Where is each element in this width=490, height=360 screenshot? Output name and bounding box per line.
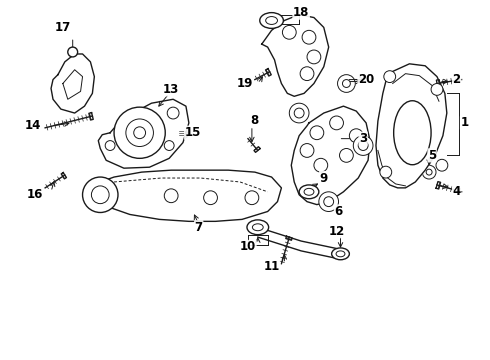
Text: 6: 6 [334, 205, 343, 218]
Circle shape [353, 136, 373, 156]
Circle shape [164, 141, 174, 150]
Text: 19: 19 [237, 77, 253, 90]
Circle shape [167, 107, 179, 119]
Text: 13: 13 [163, 83, 179, 96]
Circle shape [245, 191, 259, 204]
Text: 12: 12 [328, 225, 344, 238]
Text: 5: 5 [428, 149, 436, 162]
Circle shape [68, 47, 77, 57]
Text: 8: 8 [251, 114, 259, 127]
Text: 2: 2 [453, 73, 461, 86]
Text: 16: 16 [27, 188, 44, 201]
Circle shape [164, 189, 178, 203]
Text: 7: 7 [195, 221, 203, 234]
Circle shape [300, 67, 314, 81]
Text: 14: 14 [25, 120, 42, 132]
Circle shape [310, 126, 324, 140]
Polygon shape [51, 54, 95, 113]
Text: 20: 20 [358, 73, 374, 86]
Text: 4: 4 [453, 185, 461, 198]
Circle shape [82, 177, 118, 212]
Circle shape [431, 84, 443, 95]
Circle shape [314, 158, 328, 172]
Text: 15: 15 [185, 126, 201, 139]
Circle shape [204, 191, 218, 204]
Text: 18: 18 [293, 6, 309, 19]
Circle shape [300, 144, 314, 157]
Circle shape [282, 26, 296, 39]
Ellipse shape [332, 248, 349, 260]
Text: 3: 3 [359, 132, 367, 145]
Polygon shape [291, 106, 370, 204]
Circle shape [349, 129, 363, 143]
Ellipse shape [393, 101, 431, 165]
Ellipse shape [299, 185, 319, 199]
Ellipse shape [260, 13, 283, 28]
Text: 1: 1 [461, 116, 468, 129]
Text: 9: 9 [319, 171, 328, 185]
Text: 11: 11 [264, 260, 280, 273]
Circle shape [307, 50, 321, 64]
Circle shape [330, 116, 343, 130]
Circle shape [319, 192, 339, 212]
Circle shape [384, 71, 395, 82]
Ellipse shape [247, 220, 269, 235]
Polygon shape [262, 15, 329, 96]
Polygon shape [98, 99, 189, 168]
Circle shape [436, 159, 448, 171]
Polygon shape [91, 170, 281, 221]
Circle shape [340, 148, 353, 162]
Circle shape [302, 30, 316, 44]
Circle shape [105, 141, 115, 150]
Text: 17: 17 [55, 21, 71, 34]
Circle shape [114, 107, 165, 158]
Polygon shape [376, 64, 447, 188]
Text: 10: 10 [240, 240, 256, 253]
Circle shape [380, 166, 392, 178]
Circle shape [289, 103, 309, 123]
